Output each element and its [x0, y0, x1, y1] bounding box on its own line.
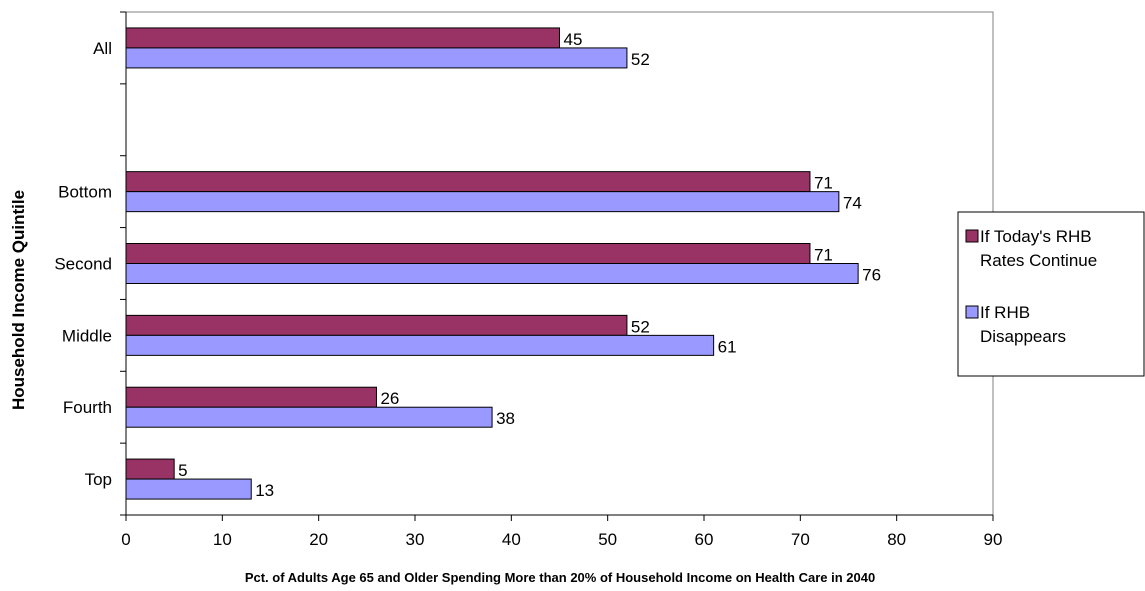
data-label: 13 — [255, 481, 274, 500]
legend-label: If Today's RHB — [980, 227, 1092, 246]
data-label: 61 — [718, 337, 737, 356]
legend-label: Rates Continue — [980, 251, 1097, 270]
y-tick-label: Top — [85, 470, 112, 489]
data-labels-group: 45 71 71 52 26 5 52 74 76 61 38 13 — [178, 30, 881, 500]
x-tick-label: 80 — [887, 530, 906, 549]
x-tick-label: 20 — [309, 530, 328, 549]
x-tick-label: 0 — [121, 530, 130, 549]
x-tick-label: 90 — [984, 530, 1003, 549]
bars-group — [125, 27, 859, 500]
data-label: 45 — [564, 30, 583, 49]
bar-series-2 — [125, 263, 859, 284]
y-tick-label: Bottom — [58, 183, 112, 202]
y-tick-label: Middle — [62, 326, 112, 345]
y-tick-label: Fourth — [63, 398, 112, 417]
x-tick-label: 70 — [791, 530, 810, 549]
x-tick-label: 50 — [598, 530, 617, 549]
bar-series-1 — [125, 314, 628, 336]
x-tick-label: 60 — [695, 530, 714, 549]
data-label: 71 — [814, 174, 833, 193]
legend-swatch-2 — [965, 305, 979, 319]
data-label: 26 — [380, 389, 399, 408]
bar-series-2 — [125, 406, 493, 428]
legend-label: If RHB — [980, 303, 1030, 322]
data-label: 5 — [178, 461, 187, 480]
bar-series-2 — [125, 191, 840, 213]
bar-series-1 — [125, 27, 560, 49]
y-axis-title: Household Income Quintile — [9, 190, 28, 410]
y-tick-label: All — [93, 39, 112, 58]
data-label: 52 — [631, 317, 650, 336]
legend: If Today's RHB Rates Continue If RHB Disapp… — [957, 211, 1145, 377]
bar-series-1 — [125, 458, 175, 480]
legend-box — [957, 211, 1145, 377]
x-tick-label: 40 — [502, 530, 521, 549]
x-tick-label: 30 — [406, 530, 425, 549]
x-axis-title: Pct. of Adults Age 65 and Older Spending… — [245, 570, 875, 585]
legend-swatch-1 — [965, 229, 979, 243]
x-tick-label: 10 — [213, 530, 232, 549]
bar-series-1 — [125, 386, 377, 408]
bar-series-2 — [125, 478, 252, 500]
data-label: 52 — [631, 50, 650, 69]
y-tick-label: Second — [54, 255, 112, 274]
bar-series-1 — [125, 243, 811, 264]
data-label: 76 — [862, 266, 881, 285]
bar-series-2 — [125, 47, 628, 69]
data-label: 38 — [496, 409, 515, 428]
axes-group: 0 10 20 30 40 50 60 70 80 90 All Bottom Second Middle… — [54, 11, 1003, 549]
data-label: 74 — [843, 194, 862, 213]
bar-series-1 — [125, 171, 811, 193]
legend-label: Disappears — [980, 327, 1066, 346]
data-label: 71 — [814, 246, 833, 265]
bar-series-2 — [125, 334, 715, 356]
